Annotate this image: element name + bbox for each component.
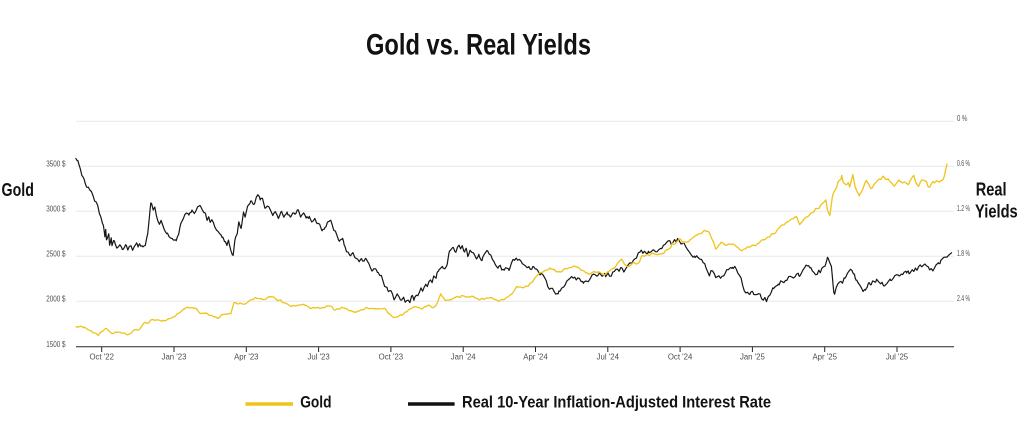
svg-text:Oct '24: Oct '24 [668,353,693,362]
svg-text:2000 $: 2000 $ [46,294,66,303]
svg-text:Jul '25: Jul '25 [886,353,909,362]
svg-text:Gold vs. Real Yields: Gold vs. Real Yields [366,29,591,62]
svg-text:Apr '25: Apr '25 [812,353,837,362]
svg-text:Gold: Gold [300,393,331,412]
svg-text:Jul '24: Jul '24 [597,353,620,362]
svg-text:1.2 %: 1.2 % [957,204,970,213]
svg-text:Apr '24: Apr '24 [523,353,548,362]
svg-text:Gold: Gold [2,179,34,200]
svg-text:Apr '23: Apr '23 [234,353,258,362]
svg-text:Jul '23: Jul '23 [307,353,329,362]
svg-text:1.8 %: 1.8 % [957,249,970,258]
svg-text:Real: Real [976,179,1007,200]
svg-text:3000 $: 3000 $ [46,204,66,213]
svg-text:Jan '23: Jan '23 [162,353,187,362]
svg-text:3500 $: 3500 $ [46,159,66,168]
svg-text:2500 $: 2500 $ [46,249,66,258]
svg-text:0 %: 0 % [957,114,967,123]
svg-text:1500 $: 1500 $ [46,340,66,349]
svg-text:Jan '25: Jan '25 [740,353,766,362]
svg-text:Jan '24: Jan '24 [451,353,477,362]
svg-text:0.6 %: 0.6 % [957,159,970,168]
svg-text:Oct '23: Oct '23 [379,353,403,362]
svg-text:Oct '22: Oct '22 [89,353,113,362]
svg-text:2.4 %: 2.4 % [957,294,970,303]
svg-text:Yields: Yields [975,201,1018,222]
svg-text:Real 10-Year Inflation-Adjuste: Real 10-Year Inflation-Adjusted Interest… [462,393,771,412]
